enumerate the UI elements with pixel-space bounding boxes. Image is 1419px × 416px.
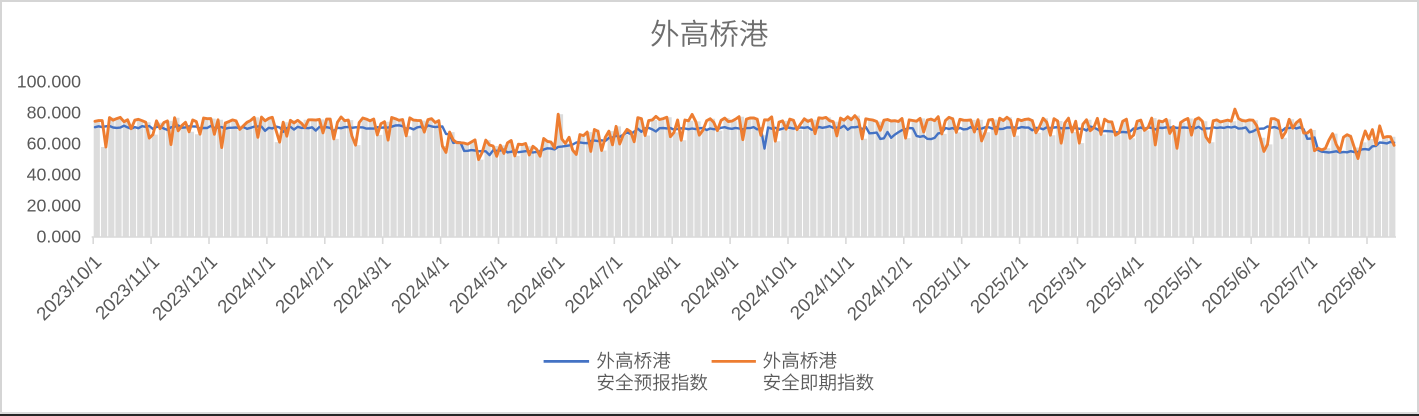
svg-text:60.000: 60.000 — [27, 133, 81, 153]
svg-text:20.000: 20.000 — [27, 196, 81, 216]
svg-text:100.000: 100.000 — [17, 71, 81, 91]
svg-text:80.000: 80.000 — [27, 102, 81, 122]
svg-text:0.000: 0.000 — [37, 227, 82, 247]
svg-text:40.000: 40.000 — [27, 165, 81, 185]
